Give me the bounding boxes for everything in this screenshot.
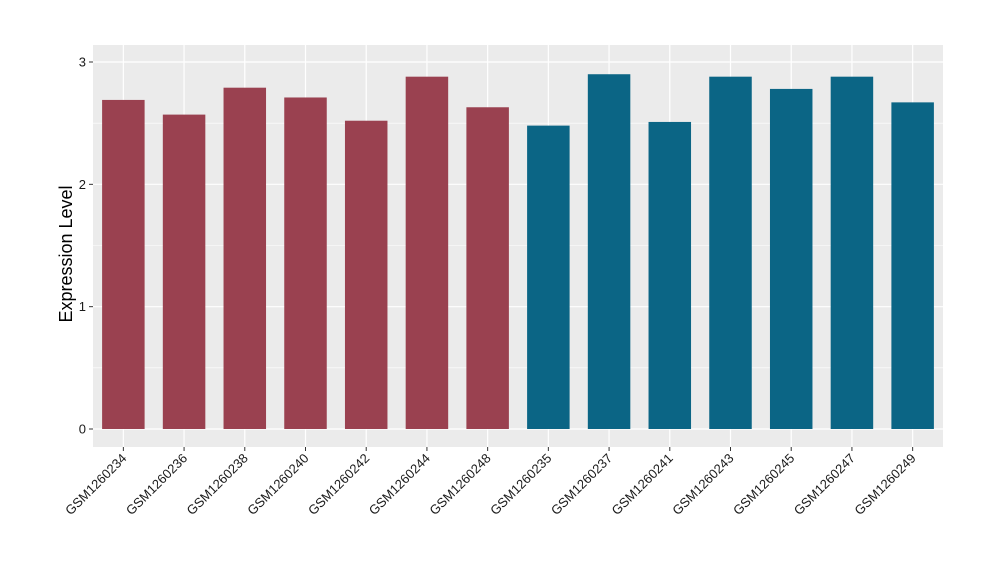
- bar-GSM1260248: [466, 107, 509, 429]
- bar-GSM1260237: [587, 74, 631, 429]
- bar-GSM1260238: [223, 87, 267, 429]
- y-axis: 0 1 2 3: [79, 55, 93, 437]
- bar-GSM1260245: [769, 88, 813, 429]
- y-tick-label: 3: [79, 55, 86, 70]
- bar-GSM1260236: [162, 114, 206, 429]
- x-tick-label: GSM1260249: [851, 451, 918, 518]
- x-tick-label: GSM1260247: [791, 451, 858, 518]
- bar-GSM1260234: [102, 99, 145, 429]
- bar-GSM1260240: [284, 97, 327, 429]
- bar-GSM1260235: [527, 125, 570, 429]
- y-tick-label: 2: [79, 177, 86, 192]
- bar-GSM1260247: [830, 76, 874, 430]
- x-tick-label: GSM1260242: [305, 451, 372, 518]
- plot-panel: [93, 45, 943, 447]
- x-tick-label: GSM1260245: [730, 451, 797, 518]
- bar-GSM1260244: [405, 76, 449, 430]
- x-tick-label: GSM1260236: [123, 451, 190, 518]
- y-axis-title: Expression Level: [56, 185, 76, 322]
- x-tick-label: GSM1260248: [426, 451, 493, 518]
- bars: [102, 74, 934, 430]
- x-tick-label: GSM1260237: [548, 451, 615, 518]
- y-tick-label: 1: [79, 299, 86, 314]
- bar-GSM1260242: [344, 120, 388, 429]
- x-axis: GSM1260234GSM1260236GSM1260238GSM1260240…: [62, 447, 919, 518]
- x-tick-label: GSM1260235: [487, 451, 554, 518]
- x-tick-label: GSM1260241: [609, 451, 676, 518]
- x-tick-label: GSM1260243: [669, 451, 736, 518]
- x-tick-label: GSM1260244: [366, 451, 433, 518]
- bar-GSM1260249: [891, 102, 934, 430]
- x-tick-label: GSM1260234: [62, 451, 129, 518]
- y-tick-label: 0: [79, 422, 86, 437]
- x-tick-label: GSM1260240: [244, 451, 311, 518]
- x-tick-label: GSM1260238: [184, 451, 251, 518]
- bar-GSM1260241: [648, 121, 692, 430]
- bar-GSM1260243: [709, 76, 752, 430]
